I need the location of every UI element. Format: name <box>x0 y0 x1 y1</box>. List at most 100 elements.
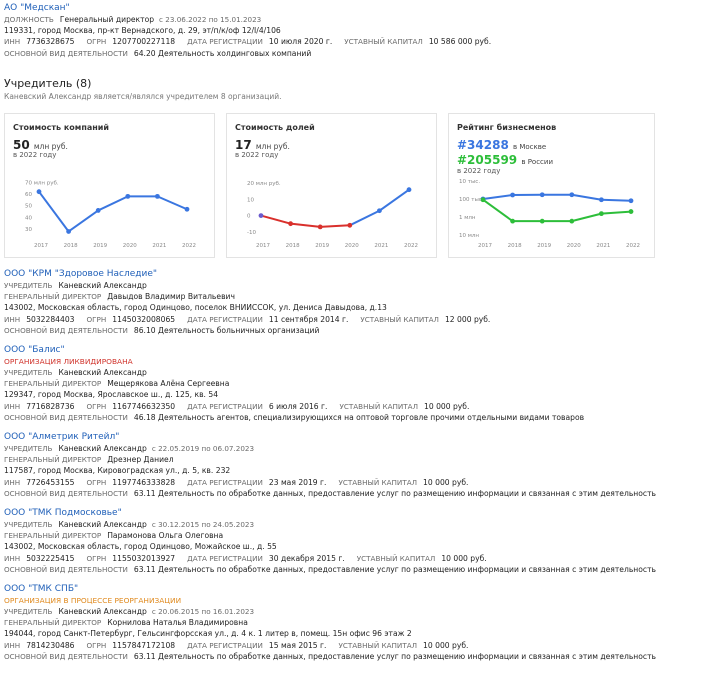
field-value: Мещерякова Алёна Сергеевна <box>107 379 230 389</box>
field-value: 10 000 руб. <box>423 477 469 487</box>
field-value: 10 586 000 руб. <box>428 37 492 47</box>
detail-row: ИНН 5032225415 ОГРН 1155032013927 ДАТА РЕГИС… <box>4 553 710 564</box>
y-tick-label: -10 <box>247 230 256 236</box>
series-line <box>260 214 291 225</box>
company-link[interactable]: ООО "КРМ "Здоровое Наследие" <box>4 269 158 279</box>
field-label: УСТАВНЫЙ КАПИТАЛ <box>356 553 436 563</box>
company-link[interactable]: ООО "Балис" <box>4 345 65 356</box>
field-label: ИНН <box>4 640 21 650</box>
field-label: ИНН <box>4 314 21 324</box>
data-point <box>184 206 190 212</box>
field-value: Дрезнер Даниел <box>107 455 174 465</box>
company-list: ООО "КРМ "Здоровое Наследие" УЧРЕДИТЕЛЬ Ка… <box>4 268 710 670</box>
data-point <box>569 192 575 198</box>
detail-row: УЧРЕДИТЕЛЬ Каневский Александр <box>4 367 710 378</box>
field-label: ОГРН <box>86 477 107 487</box>
field-label: ОСНОВНОЙ ВИД ДЕЯТЕЛЬНОСТИ <box>4 488 128 498</box>
field-label: ГЕНЕРАЛЬНЫЙ ДИРЕКТОР <box>4 379 102 389</box>
field-label: ИНН <box>4 401 21 411</box>
company-details: ДОЛЖНОСТЬ Генеральный директор с 23.06.202… <box>4 14 710 59</box>
y-tick-label: 1 млн <box>459 215 476 221</box>
series-line <box>601 210 632 215</box>
series-line <box>320 224 350 228</box>
detail-row: 143002, Московская область, город Одинцо… <box>4 302 710 313</box>
data-point <box>125 193 131 199</box>
field-label: ОГРН <box>86 553 107 563</box>
rank-russia: #205599 в России <box>457 153 553 167</box>
company-details: УЧРЕДИТЕЛЬ Каневский Александр ГЕНЕРАЛЬНЫЙ… <box>4 280 710 336</box>
company-link[interactable]: АО "Медскан" <box>4 3 70 13</box>
field-label: ДАТА РЕГИСТРАЦИИ <box>187 401 263 411</box>
field-value: 143002, Московская область, город Одинцо… <box>4 542 277 552</box>
data-point <box>155 193 160 199</box>
field-value: Каневский Александр <box>58 368 147 378</box>
x-tick-label: 2017 <box>34 243 48 249</box>
field-value: Генеральный директор <box>59 15 155 24</box>
detail-row: ИНН 5032284403 ОГРН 1145032008065 ДАТА РЕГИС… <box>4 314 710 325</box>
detail-row: ГЕНЕРАЛЬНЫЙ ДИРЕКТОР Давыдов Владимир Вит… <box>4 291 710 302</box>
x-tick-label: 2019 <box>537 243 551 249</box>
field-label: ОСНОВНОЙ ВИД ДЕЯТЕЛЬНОСТИ <box>4 651 128 661</box>
card-value: 17 млн руб. <box>235 138 290 152</box>
field-label: ИНН <box>4 477 21 487</box>
data-point <box>539 218 545 224</box>
field-label: УЧРЕДИТЕЛЬ <box>4 444 53 454</box>
detail-row: 119331, город Москва, пр-кт Вернадского,… <box>4 25 710 36</box>
field-value: 7736328675 <box>26 37 75 47</box>
field-value: 119331, город Москва, пр-кт Вернадского,… <box>4 26 281 36</box>
data-point <box>288 221 293 227</box>
y-tick-label: 20 млн руб. <box>247 181 281 187</box>
x-tick-label: 2020 <box>123 243 137 249</box>
status-badge: ОРГАНИЗАЦИЯ ЛИКВИДИРОВАНА <box>4 357 133 367</box>
detail-row: ОСНОВНОЙ ВИД ДЕЯТЕЛЬНОСТИ 86.10 Деятельно… <box>4 325 710 336</box>
x-tick-label: 2022 <box>404 243 418 249</box>
field-value: 7726453155 <box>26 477 75 487</box>
field-value: 6 июля 2016 г. <box>268 401 328 411</box>
field-label: УСТАВНЫЙ КАПИТАЛ <box>338 640 418 650</box>
field-value: 10 000 руб. <box>424 401 470 411</box>
field-value: Давыдов Владимир Витальевич <box>107 292 235 302</box>
section-title: Учредитель (8) <box>4 77 92 90</box>
field-value: 7814230486 <box>26 640 75 650</box>
field-value: 5032284403 <box>26 314 75 324</box>
field-label: УСТАВНЫЙ КАПИТАЛ <box>339 401 418 411</box>
card-title: Стоимость долей <box>235 123 315 132</box>
x-tick-label: 2017 <box>256 243 270 249</box>
field-label: ИНН <box>4 553 21 563</box>
field-label: ГЕНЕРАЛЬНЫЙ ДИРЕКТОР <box>4 292 102 302</box>
field-value: 1167746632350 <box>112 401 176 411</box>
field-value: с 30.12.2015 по 24.05.2023 <box>151 520 255 530</box>
detail-row: УЧРЕДИТЕЛЬ Каневский Александр <box>4 280 710 291</box>
field-value: с 20.06.2015 по 16.01.2023 <box>151 607 255 617</box>
company-card: ООО "Алметрик Ритейл" УЧРЕДИТЕЛЬ Каневский… <box>4 431 710 499</box>
field-value: Каневский Александр <box>58 607 147 617</box>
field-value: 11 сентября 2014 г. <box>268 314 349 324</box>
field-label: ОСНОВНОЙ ВИД ДЕЯТЕЛЬНОСТИ <box>4 412 128 422</box>
company-card: ООО "ТМК СПБ" ОРГАНИЗАЦИЯ В ПРОЦЕССЕ РЕОР… <box>4 583 710 662</box>
field-value: 194044, город Санкт-Петербург, Гельсингф… <box>4 629 412 639</box>
field-value: 143002, Московская область, город Одинцо… <box>4 303 387 313</box>
series-line <box>157 195 188 211</box>
field-value: Корнилова Наталья Владимировна <box>107 618 248 628</box>
company-link[interactable]: ООО "ТМК Подмосковье" <box>4 508 122 519</box>
data-point <box>480 197 486 203</box>
field-value: 15 мая 2015 г. <box>268 640 327 650</box>
company-link[interactable]: ООО "ТМК СПБ" <box>4 584 79 595</box>
y-tick-label: 0 <box>247 214 251 220</box>
x-tick-label: 2018 <box>508 243 522 249</box>
x-tick-label: 2022 <box>626 243 640 249</box>
detail-row: ГЕНЕРАЛЬНЫЙ ДИРЕКТОР Корнилова Наталья Вл… <box>4 617 710 628</box>
field-label: УЧРЕДИТЕЛЬ <box>4 607 53 617</box>
x-tick-label: 2021 <box>152 243 166 249</box>
field-label: УСТАВНЫЙ КАПИТАЛ <box>344 37 423 47</box>
field-label: ДАТА РЕГИСТРАЦИИ <box>187 314 263 324</box>
y-tick-label: 30 <box>25 227 32 233</box>
company-link[interactable]: ООО "Алметрик Ритейл" <box>4 432 120 443</box>
x-tick-label: 2020 <box>567 243 581 249</box>
series-line <box>378 188 410 212</box>
series-line <box>97 195 129 212</box>
field-label: ДАТА РЕГИСТРАЦИИ <box>187 553 263 563</box>
series-line <box>38 191 70 233</box>
detail-row: 129347, город Москва, Ярославское ш., д.… <box>4 389 710 400</box>
field-value: 64.20 Деятельность холдинговых компаний <box>133 48 312 58</box>
